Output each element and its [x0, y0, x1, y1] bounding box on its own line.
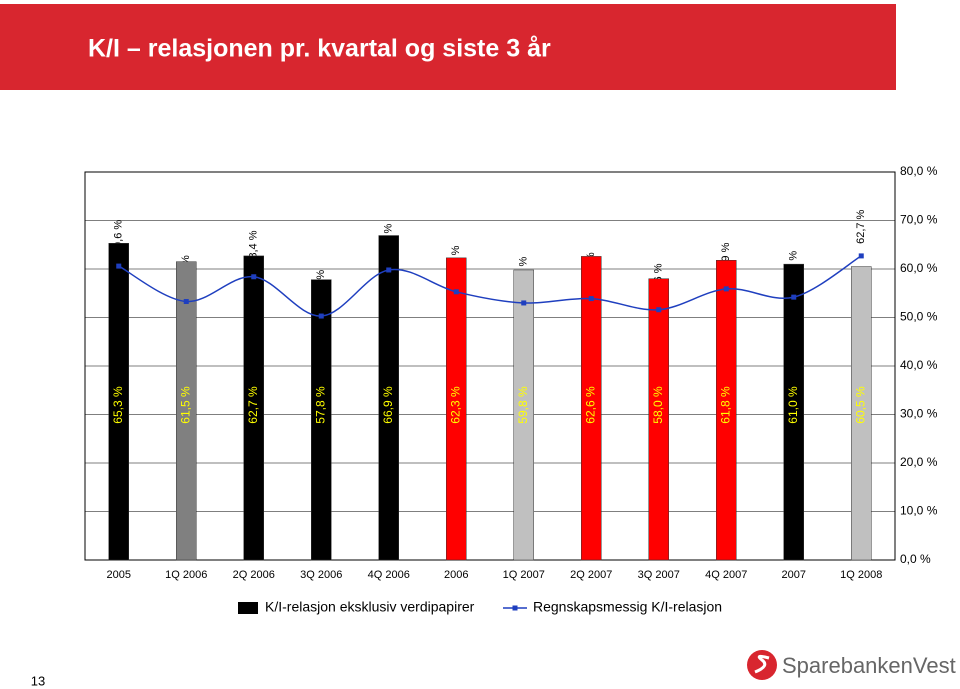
- bar-value-label: 61,5 %: [178, 386, 192, 424]
- logo-text: SparebankenVest: [782, 653, 956, 678]
- line-value-label: 62,7 %: [855, 209, 867, 243]
- bar: [378, 235, 399, 561]
- y-tick-label: 80,0 %: [900, 164, 938, 178]
- bar-value-label: 59,8 %: [516, 386, 530, 424]
- x-tick-label: 2Q 2006: [233, 569, 275, 581]
- y-tick-label: 0,0 %: [900, 552, 931, 566]
- line-marker: [386, 267, 392, 273]
- y-tick-label: 70,0 %: [900, 213, 938, 227]
- x-tick-label: 2005: [107, 569, 131, 581]
- x-tick-label: 2Q 2007: [570, 569, 612, 581]
- x-tick-label: 3Q 2006: [300, 569, 342, 581]
- y-tick-label: 10,0 %: [900, 504, 938, 518]
- x-tick-label: 2006: [444, 569, 468, 581]
- line-labels: 60,6 %53,3 %58,4 %50,3 %59,8 %55,3 %53,0…: [113, 209, 868, 304]
- bar: [648, 278, 669, 561]
- line-marker: [116, 263, 122, 269]
- bar: [311, 279, 332, 561]
- bar-value-label: 65,3 %: [111, 386, 125, 424]
- line-marker: [251, 274, 257, 280]
- y-tick-label: 60,0 %: [900, 261, 938, 275]
- y-tick-label: 40,0 %: [900, 358, 938, 372]
- legend-swatch: [238, 602, 258, 614]
- bar: [108, 243, 129, 561]
- bar: [243, 255, 264, 561]
- plot: 0,0 % 10,0 % 20,0 % 30,0 % 40,0 % 50,0 % 60,0 …: [85, 164, 938, 615]
- bar-value-label: 62,3 %: [448, 386, 462, 424]
- bars: 65,3 % 61,5 % 62,7 % 57,8 % 66,9 % 62,3 % 59,8…: [108, 235, 872, 561]
- bar: [513, 269, 534, 561]
- y-tick-label: 30,0 %: [900, 407, 938, 421]
- legend-label: K/I-relasjon eksklusiv verdipapirer: [265, 599, 475, 615]
- bar-value-label: 62,7 %: [246, 386, 260, 424]
- page-number: 13: [31, 673, 45, 688]
- line-marker: [656, 307, 662, 313]
- bar-value-label: 60,5 %: [853, 386, 867, 424]
- banner: [0, 4, 896, 90]
- x-tick-label: 4Q 2007: [705, 569, 747, 581]
- x-tick-label: 1Q 2006: [165, 569, 207, 581]
- line-marker: [588, 296, 594, 302]
- bar: [446, 257, 467, 561]
- bar: [851, 266, 872, 561]
- y-tick-label: 50,0 %: [900, 310, 938, 324]
- y-tick-label: 20,0 %: [900, 455, 938, 469]
- line-marker: [858, 253, 864, 259]
- lines: [116, 253, 864, 319]
- bar: [716, 260, 737, 561]
- legend-swatch: [512, 605, 518, 611]
- logo-swoosh: [754, 654, 770, 674]
- bar: [176, 261, 197, 561]
- bar-value-label: 62,6 %: [583, 386, 597, 424]
- x-tick-label: 1Q 2008: [840, 569, 882, 581]
- x-tick-label: 1Q 2007: [503, 569, 545, 581]
- line-marker: [453, 289, 459, 295]
- bar-value-label: 57,8 %: [313, 386, 327, 424]
- line-marker: [723, 286, 729, 292]
- line: [118, 255, 862, 317]
- line-marker: [318, 313, 324, 319]
- line-marker: [183, 298, 189, 304]
- x-tick-label: 3Q 2007: [638, 569, 680, 581]
- slide-title: K/I – relasjonen pr. kvartal og siste 3 …: [88, 35, 551, 63]
- bar-value-label: 66,9 %: [381, 386, 395, 424]
- bar: [581, 256, 602, 561]
- bar-value-label: 61,0 %: [786, 386, 800, 424]
- logo-icon: [747, 650, 777, 680]
- bar-value-label: 58,0 %: [651, 386, 665, 424]
- line-marker: [521, 300, 527, 306]
- legend-label: Regnskapsmessig K/I-relasjon: [533, 599, 722, 615]
- x-tick-label: 2007: [782, 569, 806, 581]
- bar: [783, 263, 804, 561]
- x-tick-label: 4Q 2006: [368, 569, 410, 581]
- bar-value-label: 61,8 %: [718, 386, 732, 424]
- line-marker: [791, 294, 797, 300]
